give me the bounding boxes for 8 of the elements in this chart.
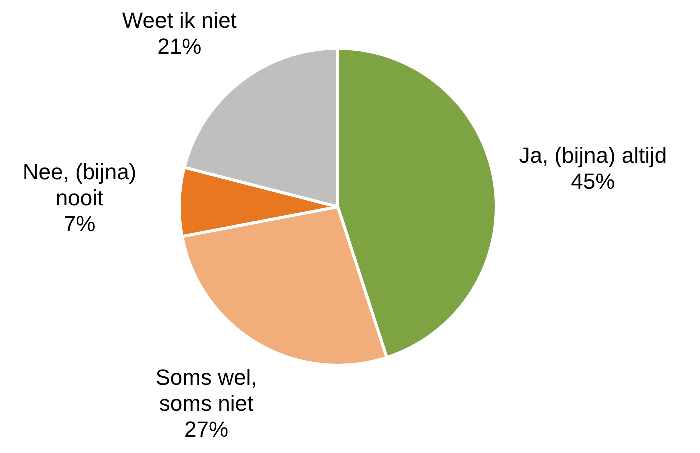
data-label: 21% xyxy=(158,34,202,60)
slice-label: Soms wel, soms niet xyxy=(156,365,258,416)
data-label: 7% xyxy=(64,212,96,237)
slice-label: Weet ik niet xyxy=(122,8,237,34)
slice-label: Ja, (bijna) altijd xyxy=(519,142,668,168)
data-label: 45% xyxy=(571,168,616,194)
slice-label: Nee, (bijna) nooit xyxy=(22,160,137,211)
data-label: 27% xyxy=(184,417,229,442)
